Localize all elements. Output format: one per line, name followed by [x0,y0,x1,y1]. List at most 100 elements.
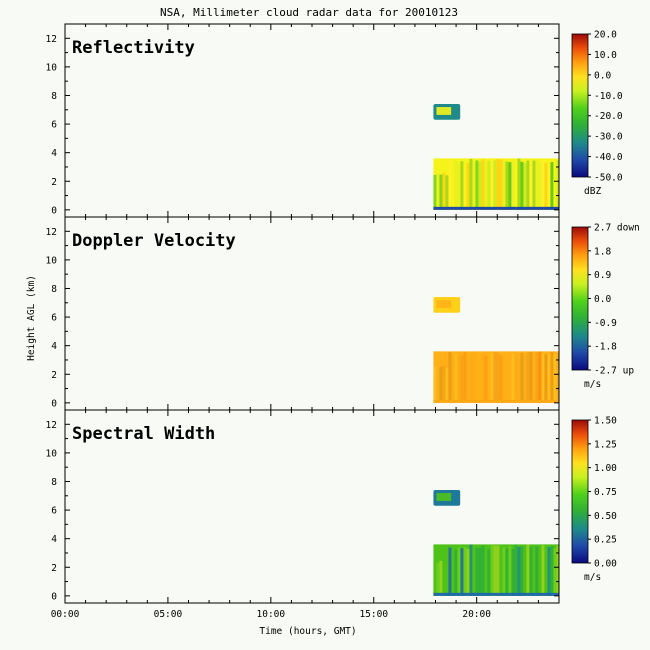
echo-column [511,353,515,403]
echo-column [502,160,506,210]
echo-column [472,352,476,403]
echo-column [514,544,518,596]
echo-column [490,352,494,403]
echo-column [466,354,470,403]
echo-column [448,547,452,596]
echo-region [433,104,461,120]
panel-title: Reflectivity [72,38,195,58]
echo-column [517,546,521,596]
colorbar-tick-label: -2.7 up [594,366,634,377]
echo-column [520,161,524,210]
colorbar-tick-label: 0.0 [594,70,611,81]
echo-column [547,163,551,210]
echo-column [529,160,533,210]
echo-column [508,162,512,210]
echo-column [457,161,461,210]
colorbar: 20.0 10.0 0.0 -10.0 -20.0 -30.0 -40.0 -50.0 dBZ [571,30,623,197]
echo-column [439,560,443,596]
echo-column [523,163,527,210]
echo-column [535,159,539,210]
x-tick-label: 05:00 [154,609,183,620]
echo-upper-core [436,493,452,501]
echo-column [541,159,545,210]
echo-column [487,549,491,596]
y-tick-label: 6 [51,120,57,131]
echo-column [436,172,440,210]
echo-column [529,351,533,403]
echo-column [478,161,482,210]
echo-column [439,366,443,403]
colorbar-scale [571,419,589,564]
echo-column [484,355,488,403]
echo-column [556,545,560,596]
echo-column [460,161,464,210]
echo-column [448,351,452,403]
echo-upper-core [436,107,452,115]
x-tick-label: 00:00 [51,609,80,620]
panel-title: Doppler Velocity [72,231,236,251]
colorbar-tick-label: -30.0 [594,132,623,143]
colorbar-tick-label: 2.7 down [594,223,640,234]
echo-column [526,352,530,403]
y-tick-label: 2 [51,370,57,381]
echo-column [439,174,443,210]
echo-column [442,365,446,403]
echo-column [505,161,509,210]
echo-column [502,352,506,403]
echo-column [550,351,554,403]
colorbar-tick-label: 10.0 [594,50,617,61]
echo-region [433,351,560,403]
echo-column [505,354,509,403]
echo-column [487,161,491,210]
echo-column [544,548,548,596]
y-tick-label: 0 [51,591,57,602]
colorbar-tick-label: -40.0 [594,152,623,163]
echo-column [517,353,521,403]
echo-column [493,160,497,210]
y-tick-label: 6 [51,313,57,324]
echo-column [454,160,458,210]
echo-column [451,161,455,210]
echo-column [484,545,488,596]
y-tick-label: 4 [51,534,57,545]
colorbar-unit: m/s [584,572,601,583]
echo-column [481,354,485,403]
colorbar-tick-label: 0.50 [594,511,617,522]
echo-column [520,353,524,403]
panel-1: Reflectivity 0 2 4 6 8 10 12 20.0 10.0 0.0 -10.0 -20… [46,23,623,218]
colorbar: 2.7 down 1.8 0.9 0.0 -0.9 -1.8 -2.7 up m/s [571,223,640,390]
echo-region [433,297,461,313]
echo-column [493,545,497,596]
echo-column [538,546,542,596]
colorbar-unit: m/s [584,379,601,390]
echo-column [475,352,479,403]
echo-column [487,353,491,403]
colorbar-tick-label: 0.75 [594,487,617,498]
y-tick-label: 0 [51,205,57,216]
echo-column [475,547,479,596]
echo-column [511,548,515,596]
colorbar-unit: dBZ [584,186,601,197]
echo-column [466,163,470,210]
echo-column [499,545,503,596]
echo-column [460,355,464,403]
echo-column [508,546,512,596]
colorbar-tick-label: 0.25 [594,535,617,546]
echo-column [454,354,458,403]
echo-column [499,355,503,403]
echo-column [442,562,446,596]
echo-column [544,354,548,403]
echo-column [508,353,512,403]
y-tick-label: 12 [46,420,57,431]
echo-column [478,351,482,403]
echo-column [556,355,560,403]
echo-column [526,160,530,210]
echo-column [469,158,473,210]
echo-column [484,160,488,210]
y-tick-label: 6 [51,506,57,517]
echo-column [499,159,503,210]
echo-column [541,353,545,403]
echo-column [538,351,542,403]
y-tick-label: 10 [46,62,58,73]
